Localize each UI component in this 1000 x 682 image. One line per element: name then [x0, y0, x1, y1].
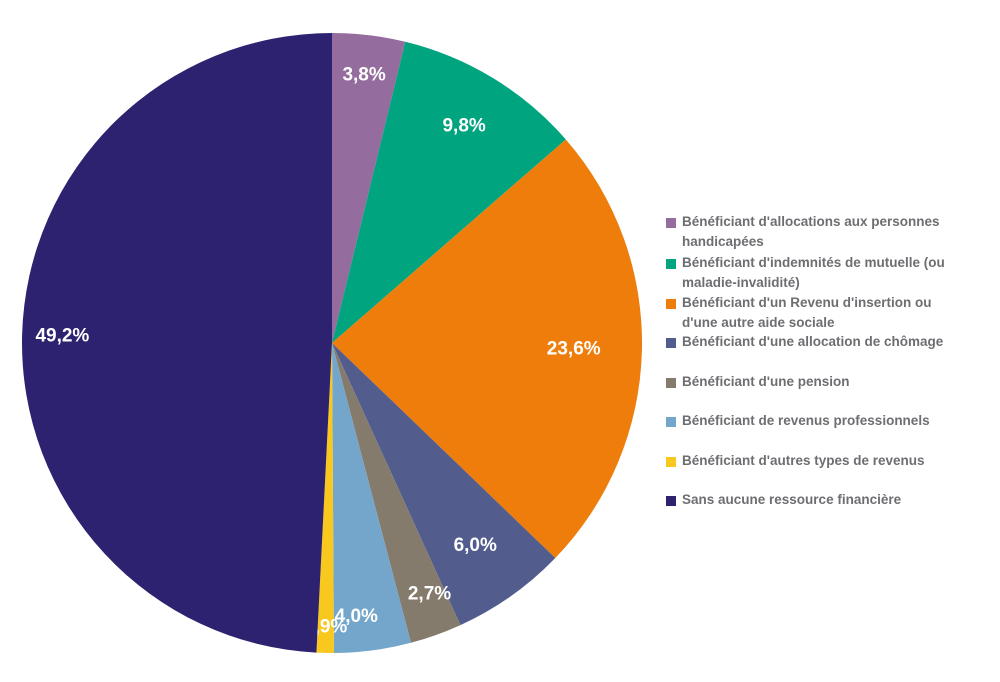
legend-swatch	[666, 378, 676, 388]
slice-value-label: 9,8%	[442, 115, 485, 136]
slice-value-label: 2,7%	[408, 584, 451, 605]
legend-item: Bénéficiant d'une pension	[666, 372, 966, 392]
pie-slice	[21, 33, 333, 653]
legend-label: Bénéficiant d'indemnités de mutuelle (ou…	[682, 255, 945, 290]
legend-item: Bénéficiant d'indemnités de mutuelle (ou…	[666, 253, 966, 293]
legend-label: Sans aucune ressource financière	[682, 492, 902, 507]
pie-slice	[332, 343, 556, 626]
pie-slice	[332, 343, 461, 643]
slice-value-label: 4,0%	[335, 606, 378, 627]
legend-item: Bénéficiant d'un Revenu d'insertion ou d…	[666, 293, 966, 333]
legend-label: Bénéficiant d'une allocation de chômage	[682, 334, 944, 349]
legend-swatch	[666, 299, 676, 309]
pie-slice	[332, 139, 642, 559]
legend-label: Bénéficiant d'une pension	[682, 374, 850, 389]
slice-value-label: 23,6%	[547, 339, 601, 360]
legend-item: Bénéficiant de revenus professionnels	[666, 411, 966, 431]
slice-value-label: 3,8%	[342, 65, 385, 86]
legend-swatch	[666, 218, 676, 228]
legend-item: Bénéficiant d'une allocation de chômage	[666, 332, 966, 352]
legend-label: Bénéficiant d'allocations aux personnes …	[682, 214, 940, 249]
legend-item: Sans aucune ressource financière	[666, 490, 966, 510]
legend-swatch	[666, 417, 676, 427]
legend-item: Bénéficiant d'autres types de revenus	[666, 451, 966, 471]
legend-label: Bénéficiant d'un Revenu d'insertion ou d…	[682, 295, 932, 330]
pie-slice	[332, 33, 406, 343]
legend-swatch	[666, 496, 676, 506]
pie-slice	[316, 343, 334, 653]
legend-swatch	[666, 338, 676, 348]
slice-value-label: 6,0%	[454, 535, 497, 556]
legend-swatch	[666, 259, 676, 269]
legend-label: Bénéficiant d'autres types de revenus	[682, 453, 925, 468]
legend-item: Bénéficiant d'allocations aux personnes …	[666, 212, 966, 252]
legend-label: Bénéficiant de revenus professionnels	[682, 413, 930, 428]
slice-value-label: 49,2%	[35, 326, 89, 347]
pie-slice	[332, 41, 566, 344]
legend-swatch	[666, 457, 676, 467]
pie-chart: 3,8%9,8%23,6%6,0%2,7%4,0%0,9%49,2%	[21, 33, 642, 653]
pie-slice	[332, 343, 411, 653]
